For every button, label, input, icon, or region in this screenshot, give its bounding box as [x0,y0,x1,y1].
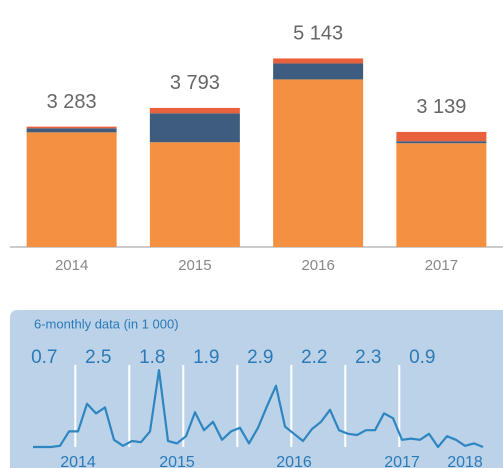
x-tick-label: 2017 [384,454,420,468]
period-value: 1.9 [193,347,219,368]
bar-segment [26,132,117,247]
bar-segment [149,142,240,247]
bar-segment [149,113,240,143]
panel [10,310,503,468]
x-tick-label: 2014 [60,454,96,468]
bar-segment [396,143,487,247]
x-tick-label: 2015 [159,454,195,468]
bar-segment [273,63,364,80]
x-tick-label: 2014 [55,257,88,274]
period-value: 1.8 [139,347,165,368]
period-value: 0.9 [409,347,435,368]
panel-title: 6-monthly data (in 1 000) [34,316,179,331]
bar-segment [273,79,364,247]
total-label: 3 793 [170,72,220,94]
x-tick-label: 2017 [425,257,458,274]
bar-segment [26,128,117,133]
bar-segment [149,107,240,114]
bar-segment [26,126,117,129]
line [33,369,484,449]
period-value: 0.7 [31,347,57,368]
total-label: 5 143 [293,23,343,45]
x-tick-label: 2016 [301,257,334,274]
x-tick-label: 2015 [178,257,211,274]
bar-segment [273,58,364,64]
x-tick-label: 2016 [276,454,312,468]
period-value: 2.5 [85,347,111,368]
total-label: 3 283 [47,91,97,113]
period-value: 2.3 [355,347,381,368]
period-value: 2.9 [247,347,273,368]
x-tick-label: 2018 [447,454,483,468]
bar-segment [396,141,487,144]
bar-segment [396,131,487,142]
total-label: 3 139 [416,96,466,118]
period-value: 2.2 [301,347,327,368]
